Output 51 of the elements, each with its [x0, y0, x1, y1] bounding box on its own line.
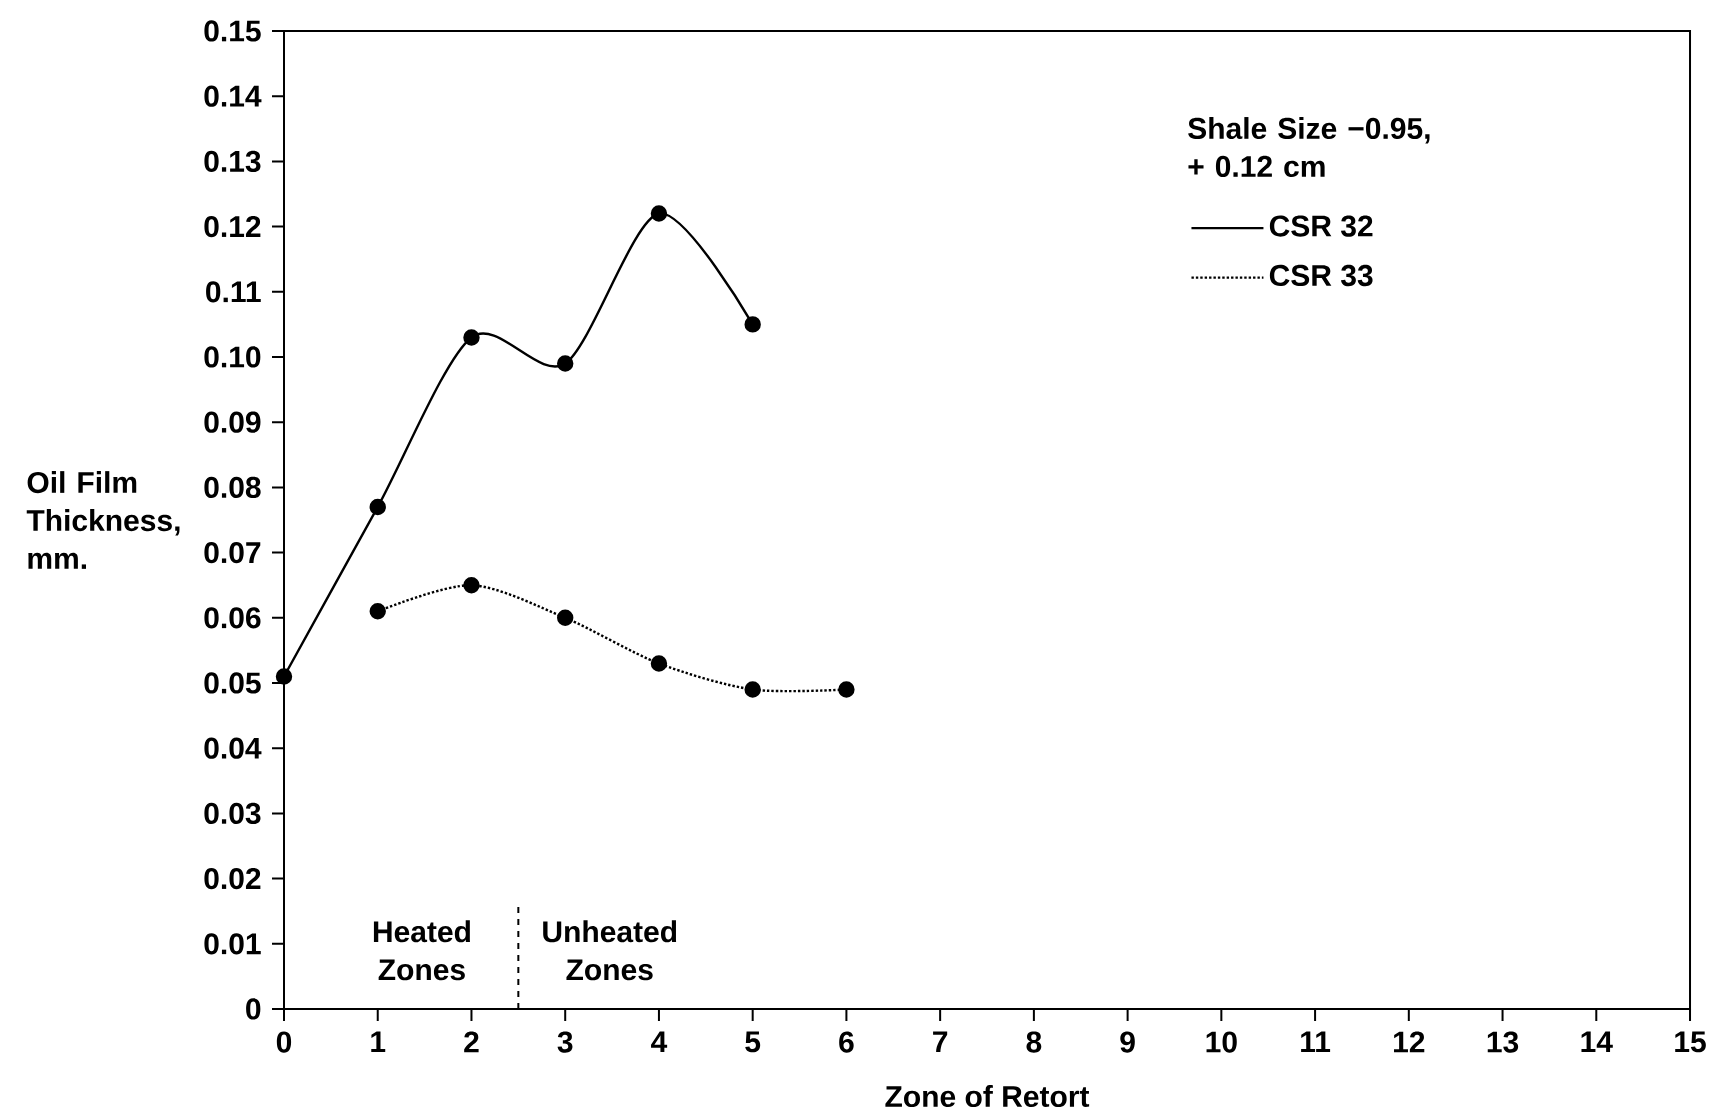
x-tick-label: 5: [745, 1031, 761, 1053]
y-tick-label: 0.11: [206, 281, 261, 303]
point: [744, 681, 761, 698]
x-tick-label: 10: [1206, 1031, 1237, 1053]
y-tick-label: 0.02: [204, 867, 261, 890]
legend-label: CSR 33: [1269, 264, 1373, 287]
y-axis-title: Oil Film Thickness, mm.: [26, 471, 180, 569]
x-tick-label: 11: [1301, 1031, 1331, 1053]
x-tick-label: 3: [557, 1031, 573, 1053]
y-tick-label: 0.09: [204, 411, 261, 433]
x-tick-label: 12: [1394, 1031, 1425, 1053]
x-tick-label: 15: [1675, 1031, 1706, 1053]
x-tick-label: 7: [933, 1031, 948, 1053]
y-tick-label: 0.15: [204, 20, 261, 42]
point: [463, 576, 480, 594]
x-tick-label: 4: [651, 1031, 668, 1053]
y-tick-label: 0.01: [204, 933, 261, 955]
point: [463, 329, 480, 346]
x-tick-label: 0: [276, 1031, 292, 1053]
y-tick-label: 0.08: [204, 476, 261, 498]
point: [744, 316, 761, 333]
x-axis-title: Zone of Retort: [885, 1085, 1090, 1108]
y-tick-label: 0.05: [204, 672, 261, 694]
y-tick-label: 0: [246, 998, 261, 1020]
y-tick-label: 0.14: [204, 85, 262, 107]
legend-label: CSR 32: [1269, 215, 1373, 237]
annotation: Unheated Zones: [543, 920, 677, 981]
y-tick-label: 0.03: [204, 802, 261, 825]
x-tick-label: 2: [464, 1031, 479, 1053]
x-tick-label: 9: [1120, 1031, 1135, 1053]
point: [838, 681, 855, 698]
annotation: Heated Zones: [373, 920, 470, 981]
point: [369, 498, 386, 516]
y-tick-label: 0.10: [204, 346, 261, 368]
legend-title: Shale Size −0.95, + 0.12 cm: [1188, 117, 1430, 178]
y-tick-label: 0.12: [204, 215, 261, 238]
y-tick-label: 0.07: [204, 541, 261, 564]
point: [557, 609, 574, 626]
x-tick-label: 13: [1487, 1031, 1519, 1053]
y-tick-label: 0.04: [204, 737, 262, 759]
point: [557, 355, 574, 372]
x-tick-label: 8: [1026, 1031, 1042, 1053]
point: [650, 655, 668, 672]
y-tick-label: 0.06: [204, 607, 261, 629]
y-tick-label: 0.13: [204, 150, 261, 173]
point: [369, 603, 386, 620]
x-tick-label: 1: [371, 1031, 386, 1053]
point: [650, 205, 668, 222]
x-tick-label: 14: [1581, 1031, 1613, 1053]
x-tick-label: 6: [839, 1031, 854, 1053]
point: [275, 668, 293, 685]
